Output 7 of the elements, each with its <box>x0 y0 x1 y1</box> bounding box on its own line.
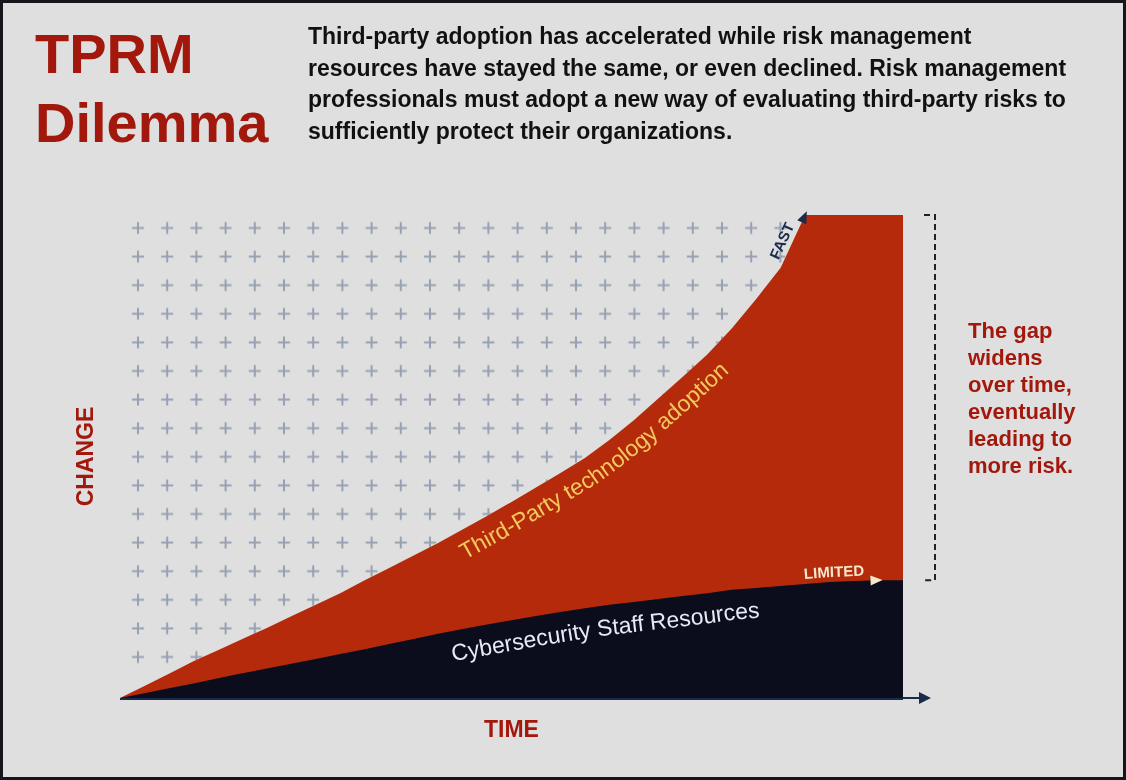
chart-subtitle: Third-party adoption has accelerated while risk management resources have stayed the same, or even declined. Risk management professionals must adopt a new way of evaluating third-party risks to sufficiently protect their organizations. <box>308 22 1068 147</box>
annotation: LIMITED <box>803 561 865 583</box>
y-axis-title: CHANGE <box>72 406 99 507</box>
x-axis-title: TIME <box>484 716 539 743</box>
chart-title: TPRM Dilemma <box>35 21 270 156</box>
text: The gap widens over time, eventually leading to more risk. <box>968 316 1077 479</box>
series-label: Cybersecurity Staff Resources <box>448 596 761 667</box>
